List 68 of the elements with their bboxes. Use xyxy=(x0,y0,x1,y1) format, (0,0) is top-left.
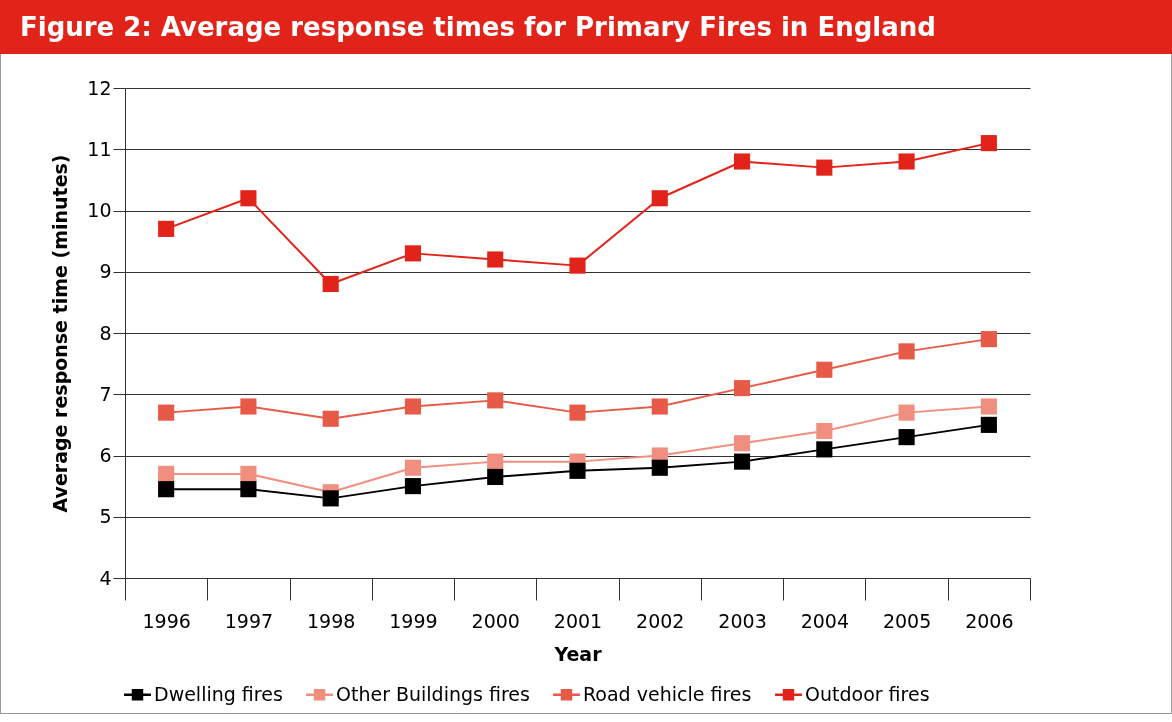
point xyxy=(898,153,915,170)
point xyxy=(816,422,833,440)
point xyxy=(158,465,175,482)
x-tick-label: 1997 xyxy=(224,609,274,632)
x-tick-label: 2006 xyxy=(965,609,1014,632)
point xyxy=(898,343,915,360)
point xyxy=(980,135,997,152)
point xyxy=(980,331,997,348)
x-tick-label: 2004 xyxy=(800,609,849,632)
legend-label: Outdoor fires xyxy=(805,682,930,705)
x-tick-label: 2001 xyxy=(553,609,603,632)
y-tick-label: 9 xyxy=(99,260,112,283)
x-tick-label: 1999 xyxy=(389,609,438,632)
point xyxy=(240,465,257,482)
x-tick-label: 2003 xyxy=(718,609,767,632)
point xyxy=(733,153,751,170)
point xyxy=(569,257,586,274)
point xyxy=(733,453,751,470)
legend-label: Other Buildings fires xyxy=(336,682,530,705)
point xyxy=(733,435,751,452)
y-tick-label: 5 xyxy=(99,505,112,528)
point xyxy=(980,398,997,415)
point xyxy=(898,404,915,421)
point xyxy=(569,404,586,421)
y-tick-label: 6 xyxy=(99,444,112,466)
y-tick-label: 7 xyxy=(99,382,112,405)
point xyxy=(404,459,422,476)
point xyxy=(733,380,751,397)
point xyxy=(322,275,339,293)
y-tick-label: 11 xyxy=(87,137,112,160)
point xyxy=(980,416,997,433)
x-tick-label: 1996 xyxy=(142,609,191,632)
point xyxy=(816,159,833,176)
point xyxy=(651,398,668,415)
x-tick-label: 2005 xyxy=(882,609,932,632)
y-tick-label: 4 xyxy=(99,566,112,589)
point xyxy=(240,398,257,415)
point xyxy=(240,190,257,207)
point xyxy=(651,190,668,207)
point xyxy=(898,429,915,446)
point xyxy=(651,459,668,476)
y-axis-title: Average response time (minutes) xyxy=(49,154,72,513)
legend-label: Dwelling fires xyxy=(154,682,283,705)
y-tick-label: 10 xyxy=(87,199,112,221)
point xyxy=(404,478,422,495)
legend-label: Road vehicle fires xyxy=(583,682,752,705)
x-axis-title: Year xyxy=(553,642,603,665)
point xyxy=(322,410,339,427)
point xyxy=(240,481,257,498)
point xyxy=(816,441,833,458)
point xyxy=(158,404,175,421)
point xyxy=(569,462,586,479)
point xyxy=(487,251,504,268)
y-tick-label: 12 xyxy=(87,76,112,99)
x-tick-label: 2002 xyxy=(636,609,685,632)
point xyxy=(487,392,504,409)
point xyxy=(404,398,422,415)
point xyxy=(404,245,422,262)
point xyxy=(816,361,833,378)
y-tick-label: 8 xyxy=(99,321,112,344)
point xyxy=(322,490,339,507)
point xyxy=(487,453,504,470)
point xyxy=(487,468,504,485)
point xyxy=(158,220,175,237)
point xyxy=(158,481,175,498)
chart-title: Figure 2: Average response times for Primary Fires in England xyxy=(0,0,1172,54)
x-tick-label: 2000 xyxy=(471,609,520,632)
x-tick-label: 1998 xyxy=(307,609,356,632)
